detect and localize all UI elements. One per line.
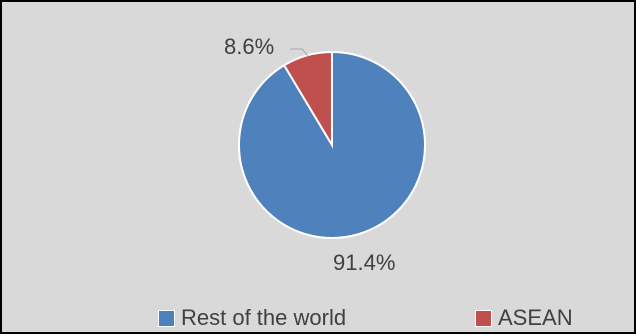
legend-label-asean: ASEAN — [498, 305, 573, 330]
data-label-rest-of-the-world: 91.4% — [333, 250, 395, 275]
legend-swatch-rest-of-the-world — [158, 309, 175, 327]
legend-item-rest-of-the-world: Rest of the world — [158, 305, 346, 331]
leader-line-asean — [290, 48, 309, 57]
legend-swatch-asean — [475, 309, 492, 327]
legend-item-asean: ASEAN — [475, 305, 573, 331]
legend-label-rest-of-the-world: Rest of the world — [181, 305, 347, 330]
data-label-asean: 8.6% — [224, 34, 274, 59]
